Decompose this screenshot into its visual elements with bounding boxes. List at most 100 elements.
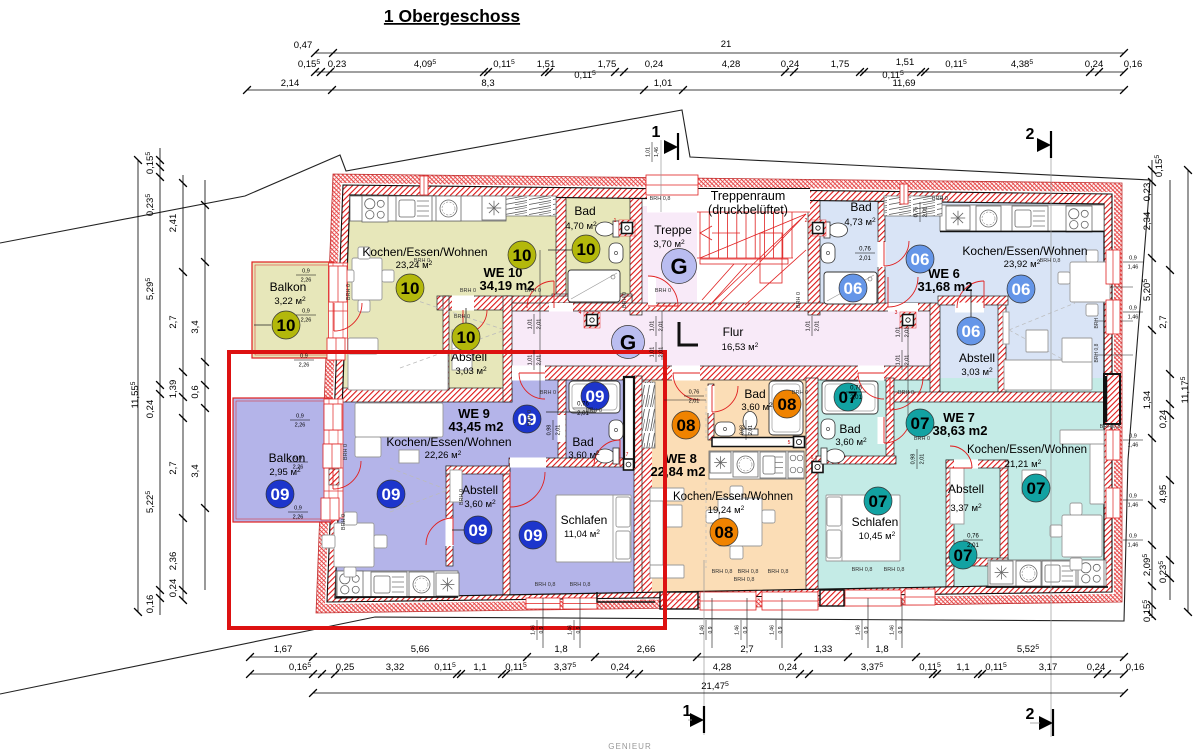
svg-text:10: 10 xyxy=(457,328,476,347)
svg-text:Kochen/Essen/Wohnen: Kochen/Essen/Wohnen xyxy=(673,491,793,503)
svg-text:06: 06 xyxy=(1012,280,1031,299)
svg-text:23,24 м2: 23,24 м2 xyxy=(396,260,433,271)
svg-text:4,28: 4,28 xyxy=(713,662,732,673)
svg-text:5: 5 xyxy=(788,440,791,446)
svg-text:2,26: 2,26 xyxy=(293,465,304,471)
svg-text:1,01: 1,01 xyxy=(896,355,902,366)
svg-text:(druckbelüftet): (druckbelüftet) xyxy=(708,203,788,217)
svg-text:4,385: 4,385 xyxy=(1011,59,1034,70)
svg-text:09: 09 xyxy=(382,485,401,504)
svg-text:0,98: 0,98 xyxy=(911,454,917,465)
svg-text:0,47: 0,47 xyxy=(294,40,313,51)
svg-text:Bad: Bad xyxy=(839,422,860,436)
svg-text:11,175: 11,175 xyxy=(1180,376,1191,403)
svg-text:8,3: 8,3 xyxy=(481,78,494,89)
svg-text:0,98: 0,98 xyxy=(740,425,746,435)
svg-text:21,21 м2: 21,21 м2 xyxy=(1005,459,1042,470)
svg-text:0,155: 0,155 xyxy=(1142,600,1153,623)
svg-text:0,24: 0,24 xyxy=(1087,662,1106,673)
svg-text:16,53 м2: 16,53 м2 xyxy=(722,342,759,353)
svg-text:1,1: 1,1 xyxy=(956,662,969,673)
svg-text:0,9: 0,9 xyxy=(576,626,582,633)
svg-text:06: 06 xyxy=(962,322,981,341)
svg-text:1,46: 1,46 xyxy=(1128,503,1139,509)
svg-text:1 Obergeschoss: 1 Obergeschoss xyxy=(384,6,520,26)
svg-text:3,375: 3,375 xyxy=(554,662,577,673)
svg-text:08: 08 xyxy=(677,416,696,435)
svg-text:BRH 0: BRH 0 xyxy=(454,314,470,320)
svg-text:0,24: 0,24 xyxy=(779,662,798,673)
svg-text:3,37 м2: 3,37 м2 xyxy=(950,503,982,514)
svg-text:2,01: 2,01 xyxy=(920,454,926,465)
svg-text:Abstell: Abstell xyxy=(462,483,498,497)
svg-text:2,095: 2,095 xyxy=(1142,554,1153,577)
svg-text:1,46: 1,46 xyxy=(1128,543,1139,549)
svg-text:BRH 0: BRH 0 xyxy=(527,410,533,426)
svg-text:3,22 м2: 3,22 м2 xyxy=(274,296,306,307)
svg-text:1,46: 1,46 xyxy=(1128,265,1139,271)
svg-text:07: 07 xyxy=(869,492,888,511)
svg-text:0,9: 0,9 xyxy=(296,414,304,420)
svg-text:2,14: 2,14 xyxy=(281,78,300,89)
svg-text:1: 1 xyxy=(652,124,661,141)
svg-text:07: 07 xyxy=(954,546,973,565)
svg-text:2,7: 2,7 xyxy=(740,644,753,655)
svg-text:09: 09 xyxy=(271,485,290,504)
svg-text:09: 09 xyxy=(586,387,605,406)
svg-text:5,66: 5,66 xyxy=(411,644,430,655)
svg-text:1,46: 1,46 xyxy=(531,625,537,635)
svg-text:5,225: 5,225 xyxy=(145,491,156,514)
svg-text:1,01: 1,01 xyxy=(528,319,534,330)
svg-text:Bad: Bad xyxy=(574,204,595,218)
svg-text:0,9: 0,9 xyxy=(1129,494,1137,500)
svg-text:BRH 0,8: BRH 0,8 xyxy=(1094,309,1100,328)
svg-text:BRH 0,8: BRH 0,8 xyxy=(734,577,755,583)
svg-text:07: 07 xyxy=(911,414,930,433)
svg-text:1,8: 1,8 xyxy=(554,644,567,655)
svg-text:0,76: 0,76 xyxy=(914,207,920,218)
svg-text:2,01: 2,01 xyxy=(577,411,589,417)
svg-text:2: 2 xyxy=(805,218,808,224)
svg-text:BRH 0: BRH 0 xyxy=(459,489,465,505)
svg-text:0,9: 0,9 xyxy=(778,626,784,633)
svg-text:Kochen/Essen/Wohnen: Kochen/Essen/Wohnen xyxy=(386,435,511,449)
svg-text:5,525: 5,525 xyxy=(1017,644,1040,655)
svg-text:BRH 0: BRH 0 xyxy=(796,292,802,308)
svg-text:0,9: 0,9 xyxy=(898,626,904,633)
svg-text:06: 06 xyxy=(844,279,863,298)
svg-text:1,46: 1,46 xyxy=(770,625,776,635)
svg-text:BRH 0,8: BRH 0,8 xyxy=(738,569,759,575)
svg-text:3,70 м2: 3,70 м2 xyxy=(653,239,685,250)
svg-text:4,70 м2: 4,70 м2 xyxy=(565,221,597,232)
svg-text:2,01: 2,01 xyxy=(689,399,700,405)
svg-text:BRH 0,8: BRH 0,8 xyxy=(1094,343,1100,362)
svg-text:2,01: 2,01 xyxy=(537,319,543,330)
svg-text:2,01: 2,01 xyxy=(537,355,543,366)
svg-text:0,235: 0,235 xyxy=(1158,561,1169,584)
svg-text:09: 09 xyxy=(524,526,543,545)
svg-text:BRH 0,8: BRH 0,8 xyxy=(1100,424,1121,430)
svg-text:0,155: 0,155 xyxy=(1154,155,1165,178)
svg-text:2,01: 2,01 xyxy=(659,347,665,358)
svg-text:BRH 0: BRH 0 xyxy=(586,408,602,414)
svg-text:1,01: 1,01 xyxy=(646,147,652,157)
svg-text:1,75: 1,75 xyxy=(598,59,617,70)
svg-text:11,04 м2: 11,04 м2 xyxy=(564,529,600,540)
svg-text:0,24: 0,24 xyxy=(781,59,800,70)
svg-text:0,76: 0,76 xyxy=(859,247,871,253)
svg-text:0,24: 0,24 xyxy=(145,400,156,419)
svg-text:0,9: 0,9 xyxy=(1129,306,1137,312)
svg-text:0,115: 0,115 xyxy=(882,70,904,81)
svg-text:WE 10: WE 10 xyxy=(483,265,522,280)
svg-text:0,155: 0,155 xyxy=(145,152,156,175)
svg-text:2: 2 xyxy=(1026,126,1035,143)
svg-text:1,67: 1,67 xyxy=(274,644,293,655)
svg-text:5,205: 5,205 xyxy=(1142,279,1153,302)
svg-text:2,01: 2,01 xyxy=(905,355,911,366)
svg-text:0,6: 0,6 xyxy=(190,385,201,398)
svg-text:0,9: 0,9 xyxy=(1129,256,1137,262)
svg-text:10: 10 xyxy=(577,240,596,259)
svg-text:Abstell: Abstell xyxy=(948,482,984,496)
svg-text:2,26: 2,26 xyxy=(301,278,312,284)
svg-text:1,39: 1,39 xyxy=(168,380,179,399)
